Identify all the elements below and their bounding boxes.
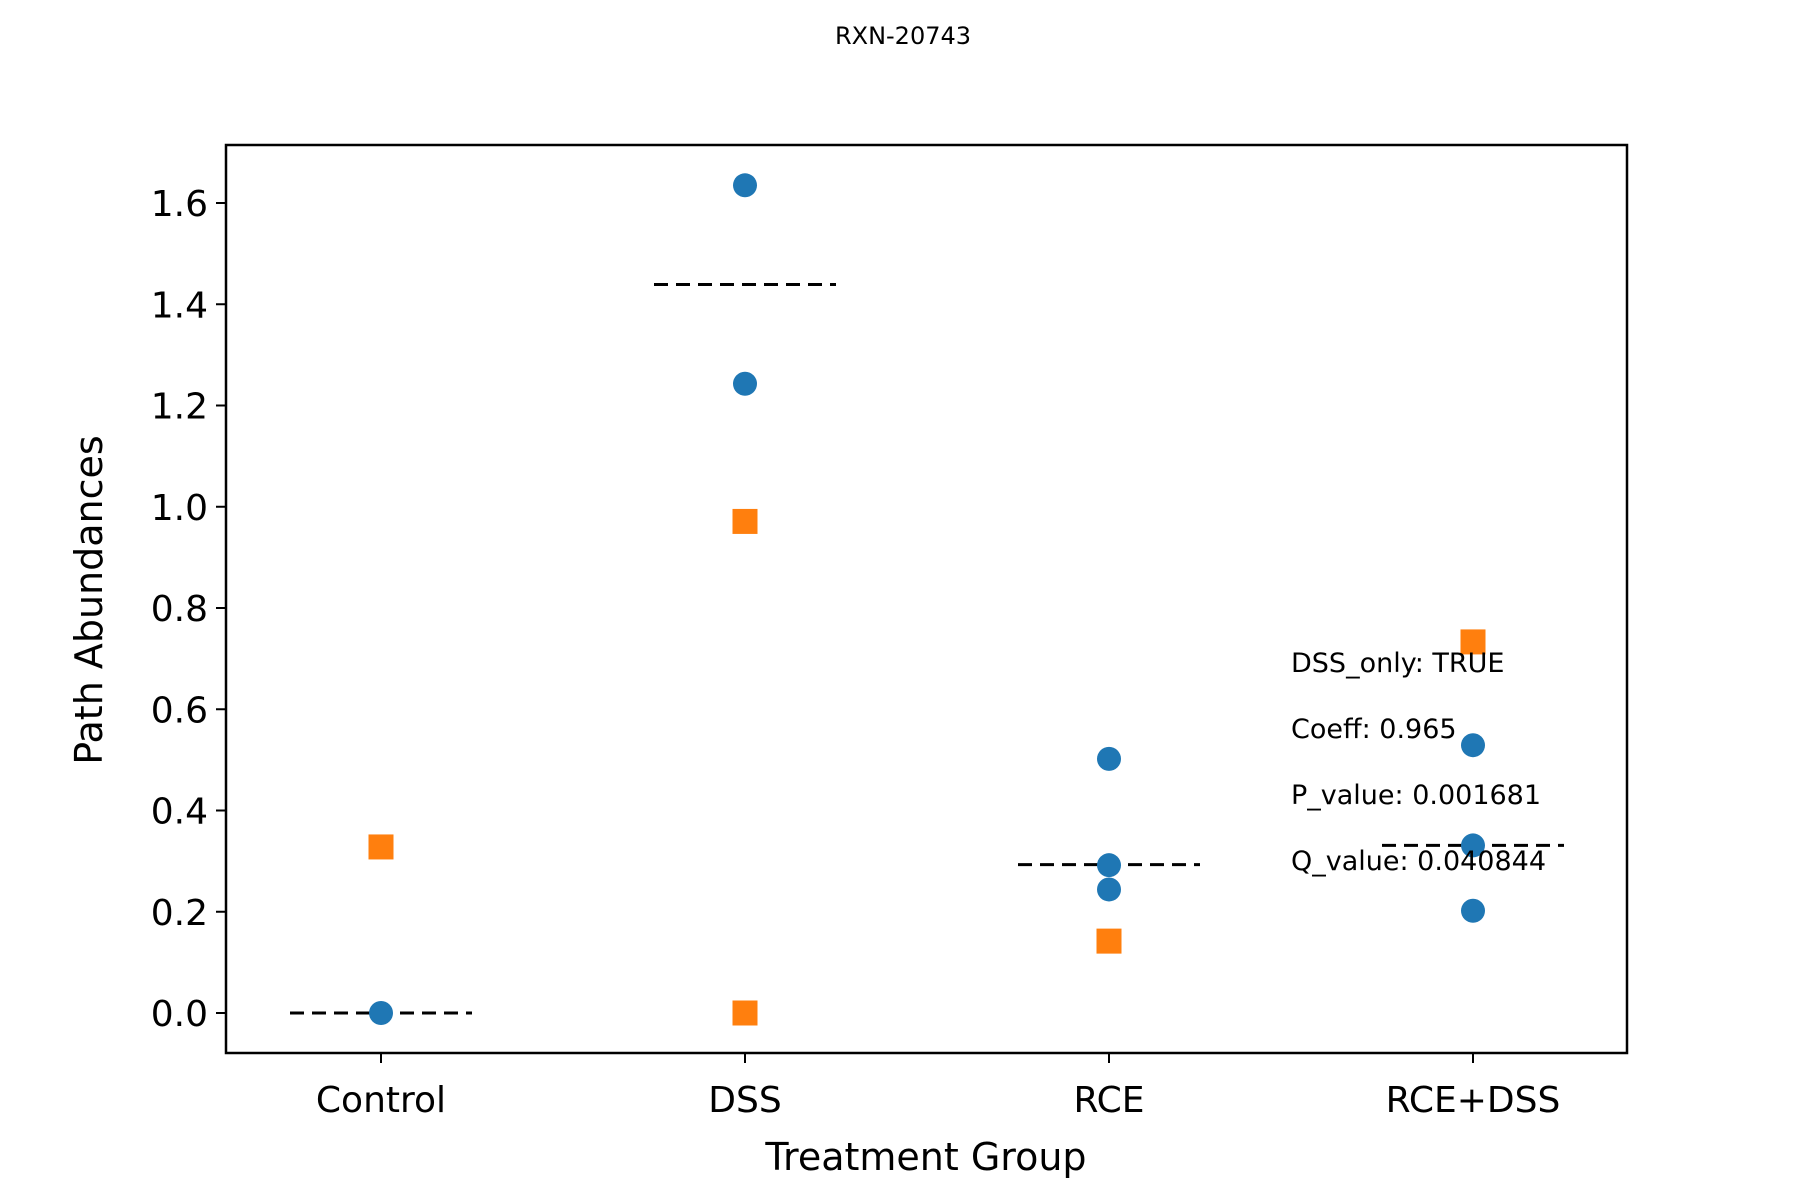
- stats-annotation: DSS_only: TRUE Coeff: 0.965 P_value: 0.001…: [1291, 648, 1546, 877]
- y-tick-label: 1.6: [151, 184, 208, 225]
- x-tick-label: DSS: [708, 1080, 781, 1121]
- data-point-square: [368, 834, 394, 860]
- y-tick-label: 1.2: [151, 387, 208, 428]
- x-tick-label: Control: [316, 1080, 446, 1121]
- data-point-circle: [733, 371, 757, 396]
- x-axis-title: Treatment Group: [764, 1135, 1086, 1179]
- data-point-circle: [1097, 877, 1121, 902]
- x-axis: Control DSS RCE RCE+DSS: [316, 1053, 1560, 1121]
- stat-line: P_value: 0.001681: [1291, 780, 1541, 811]
- stat-line: Coeff: 0.965: [1291, 714, 1457, 745]
- y-axis-title: Path Abundances: [67, 435, 111, 764]
- x-tick-label: RCE+DSS: [1386, 1080, 1561, 1121]
- data-point-circle: [733, 173, 757, 198]
- data-point-circle: [1461, 898, 1485, 923]
- x-tick-label: RCE: [1073, 1080, 1144, 1121]
- y-tick-label: 1.0: [151, 488, 208, 529]
- data-point-square: [732, 508, 758, 534]
- y-tick-label: 0.4: [151, 792, 208, 833]
- plot-frame: [224, 143, 1629, 1055]
- data-point-square: [732, 1000, 758, 1026]
- y-tick-label: 0.6: [151, 690, 208, 731]
- data-point-circle: [1461, 733, 1485, 758]
- stat-line: Q_value: 0.040844: [1291, 846, 1546, 877]
- data-point-circle: [369, 1001, 393, 1025]
- chart-title: RXN-20743: [835, 22, 971, 50]
- data-point-square: [1460, 629, 1486, 655]
- data-points: [368, 173, 1486, 1026]
- data-point-circle: [1097, 853, 1121, 878]
- y-tick-label: 0.8: [151, 589, 208, 630]
- data-point-circle: [1461, 833, 1485, 858]
- y-axis: 0.0 0.2 0.4 0.6 0.8 1.0 1.2 1.4 1.6: [151, 184, 226, 1035]
- stat-line: DSS_only: TRUE: [1291, 648, 1504, 679]
- y-tick-label: 1.4: [151, 285, 208, 326]
- data-point-square: [1096, 928, 1122, 954]
- y-tick-label: 0.0: [151, 994, 208, 1035]
- data-point-circle: [1097, 746, 1121, 771]
- y-tick-label: 0.2: [151, 893, 208, 934]
